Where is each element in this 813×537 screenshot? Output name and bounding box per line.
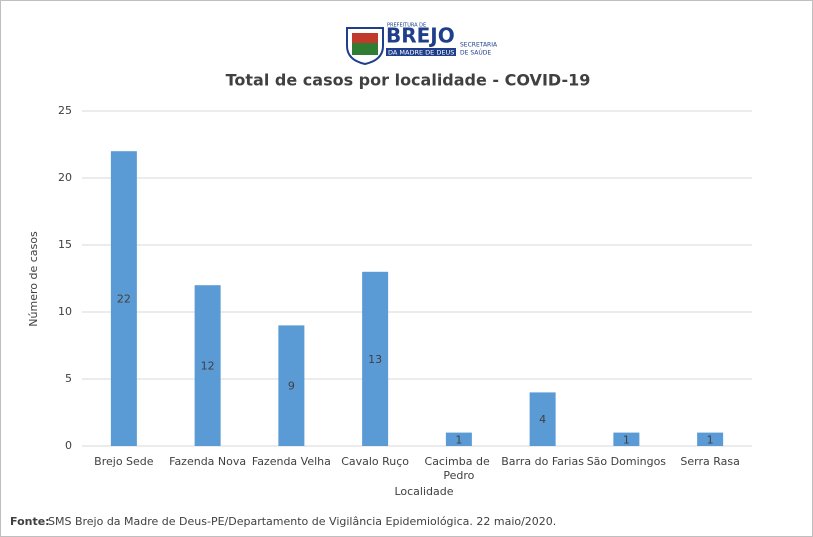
logo-band — [352, 43, 378, 55]
logo: PREFEITURA DE BREJO DA MADRE DE DEUS SEC… — [346, 23, 498, 66]
x-axis-title: Localidade — [394, 485, 453, 498]
x-tick-label: Brejo Sede — [94, 455, 154, 468]
bar — [613, 432, 640, 446]
value-label: 12 — [201, 360, 215, 373]
logo-text: DE SAÚDE — [460, 50, 491, 57]
bar — [445, 432, 472, 446]
value-label: 1 — [455, 433, 462, 446]
bar — [697, 432, 724, 446]
x-tick-label: São Domingos — [587, 455, 667, 468]
value-label: 1 — [707, 433, 714, 446]
y-tick-label: 0 — [65, 439, 72, 452]
value-label: 22 — [117, 293, 131, 306]
y-tick-label: 15 — [58, 238, 72, 251]
logo-bar — [386, 48, 456, 56]
x-tick-label: Fazenda Nova — [169, 455, 246, 468]
value-label: 1 — [623, 433, 630, 446]
y-axis-title: Número de casos — [27, 231, 40, 327]
x-tick-label: Fazenda Velha — [252, 455, 331, 468]
x-tick-label: Cacimba de Pedro — [425, 455, 494, 482]
x-tick-label: Barra do Farias — [501, 455, 584, 468]
y-tick-label: 10 — [58, 305, 72, 318]
bar — [194, 285, 221, 446]
bar — [278, 325, 305, 446]
logo-text: DA MADRE DE DEUS — [388, 49, 454, 57]
value-label: 9 — [288, 380, 295, 393]
y-tick-label: 5 — [65, 372, 72, 385]
source-label: Fonte: — [10, 515, 50, 528]
logo-band — [352, 33, 378, 43]
value-label: 13 — [368, 353, 382, 366]
bar — [529, 392, 556, 446]
bar — [362, 271, 389, 446]
value-label: 4 — [539, 413, 546, 426]
x-tick-label: Cavalo Ruço — [341, 455, 409, 468]
logo-text: PREFEITURA DE — [387, 23, 426, 29]
chart-title: Total de casos por localidade - COVID-19 — [226, 71, 591, 90]
logo-text: BREJO — [386, 24, 455, 48]
y-tick-label: 25 — [58, 104, 72, 117]
y-tick-label: 20 — [58, 171, 72, 184]
logo-text: SECRETARIA — [460, 42, 498, 49]
bar — [110, 151, 137, 446]
source: SMS Brejo da Madre de Deus-PE/Departamen… — [48, 515, 556, 528]
x-tick-label: Serra Rasa — [680, 455, 739, 468]
